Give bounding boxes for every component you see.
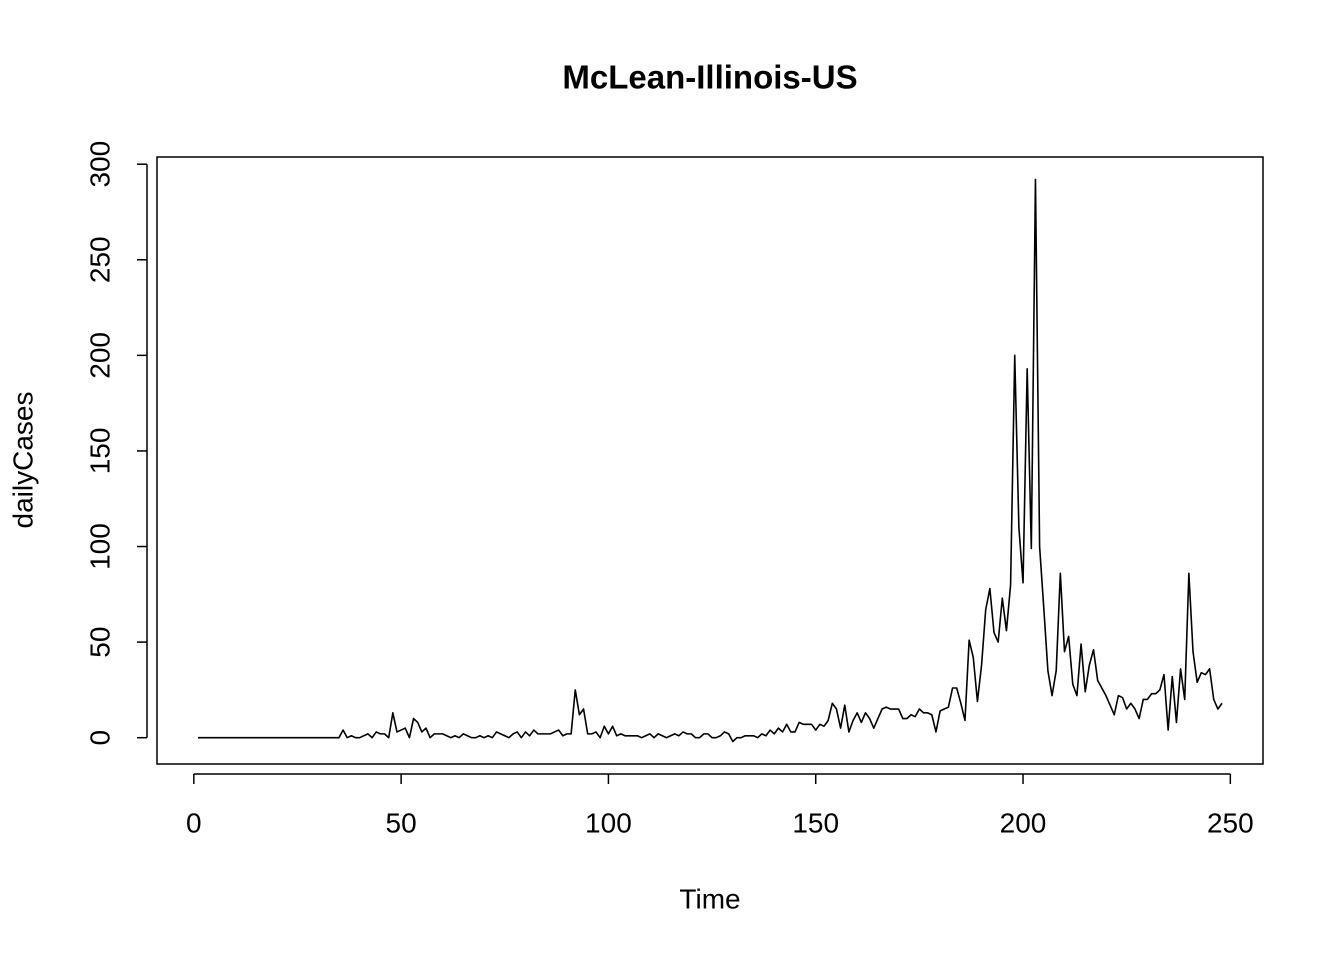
y-tick-label: 250 <box>84 236 115 283</box>
x-tick-label: 50 <box>386 807 417 838</box>
chart-title: McLean-Illinois-US <box>562 59 857 96</box>
data-line <box>197 178 1223 743</box>
y-axis-label: dailyCases <box>7 392 38 529</box>
x-tick-label: 150 <box>792 807 839 838</box>
y-tick-label: 0 <box>84 730 115 746</box>
y-tick-label: 100 <box>84 523 115 570</box>
x-tick-label: 0 <box>186 807 202 838</box>
x-tick-label: 100 <box>585 807 632 838</box>
x-tick-label: 250 <box>1207 807 1254 838</box>
y-tick-label: 300 <box>84 141 115 188</box>
y-tick-label: 200 <box>84 332 115 379</box>
y-tick-label: 50 <box>84 627 115 658</box>
y-tick-label: 150 <box>84 428 115 475</box>
x-tick-label: 200 <box>1000 807 1047 838</box>
plot-frame <box>156 156 1264 765</box>
x-axis-label: Time <box>679 883 740 914</box>
